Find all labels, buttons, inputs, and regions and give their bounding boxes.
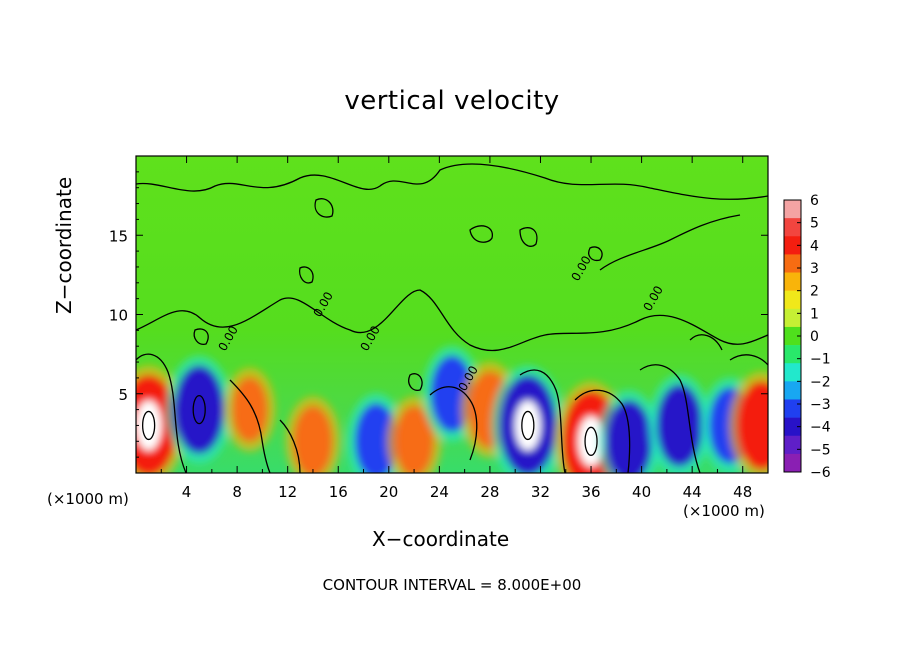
zero-contour-line (136, 163, 768, 200)
feature-core (354, 403, 398, 473)
zero-contour-line (689, 334, 723, 351)
colorbar-tick-label: 5 (810, 216, 819, 232)
y-tick-label: 5 (118, 386, 128, 404)
zero-contour-line (588, 246, 603, 262)
colorbar-tick-label: 3 (810, 261, 819, 277)
colorbar: 6 5 4 3 2 1 0 −1 −2 −3 −4 −5 −6 (783, 193, 831, 481)
feature-core (174, 365, 224, 454)
x-tick-label: 24 (430, 483, 449, 501)
y-tick-label: 10 (109, 307, 128, 325)
feature-core (293, 406, 333, 473)
zero-contour-line (229, 379, 271, 473)
zero-contour-line (408, 373, 423, 391)
colorbar-swatch (784, 417, 801, 437)
contour-interval-note: CONTOUR INTERVAL = 8.000E+00 (322, 576, 582, 594)
colorbar-tick-label: 4 (810, 238, 819, 254)
colorbar-swatch (784, 290, 801, 310)
peak-contour-ring (141, 410, 156, 441)
colorbar-tick-label: 6 (810, 193, 819, 209)
colorbar-swatch (784, 345, 801, 364)
colorbar-swatch (784, 363, 801, 382)
colorbar-tick-label: −5 (810, 442, 831, 458)
peak-contour-ring (521, 410, 535, 441)
colorbar-swatch (784, 272, 801, 291)
colorbar-swatch (784, 218, 801, 237)
colorbar-swatch (784, 381, 801, 400)
x-tick-label: 20 (379, 483, 398, 501)
colorbar-swatch (784, 254, 801, 273)
zero-contour-line (639, 364, 701, 473)
x-tick-label: 32 (531, 483, 550, 501)
x-tick-label: 44 (683, 483, 702, 501)
x-unit-label-right: (×1000 m) (683, 502, 765, 520)
colorbar-tick-label: 1 (810, 306, 819, 322)
zero-contour-line (469, 225, 493, 243)
zero-contour-line (519, 227, 538, 247)
feature-peak (578, 416, 604, 467)
colorbar-tick-label: −6 (810, 465, 831, 481)
feature-peak (515, 400, 541, 451)
peak-contour-ring (192, 394, 206, 425)
zero-contour-line (136, 353, 187, 473)
colorbar-tick-label: −2 (810, 374, 831, 390)
zero-contour-line (429, 386, 478, 461)
x-tick-label: 48 (733, 483, 752, 501)
zero-contour-line (136, 289, 768, 352)
feature-core (736, 381, 768, 470)
zero-contour-line (729, 354, 768, 366)
zero-contour-line (519, 369, 566, 473)
x-unit-label-left: (×1000 m) (47, 490, 129, 508)
colorbar-swatch (784, 308, 801, 328)
colorbar-swatch (784, 200, 801, 219)
zero-contour-line (298, 266, 314, 284)
y-axis-label: Z−coordinate (52, 176, 76, 314)
colorbar-swatch (784, 399, 801, 418)
colorbar-tick-label: 0 (810, 329, 819, 345)
x-tick-label: 36 (581, 483, 600, 501)
zero-contour-line (193, 328, 209, 345)
feature-peak (136, 400, 162, 451)
velocity-field (136, 156, 768, 473)
zero-contour-line (314, 198, 334, 218)
x-tick-label: 4 (182, 483, 192, 501)
x-tick-label: 16 (329, 483, 348, 501)
colorbar-swatch (784, 435, 801, 455)
zero-contour-line (279, 419, 301, 473)
feature-core (394, 406, 434, 473)
x-tick-label: 40 (632, 483, 651, 501)
chart-title: vertical velocity (344, 86, 560, 116)
zero-contour-line (599, 214, 741, 271)
colorbar-swatch (784, 236, 801, 255)
colorbar-tick-label: −3 (810, 397, 831, 413)
colorbar-swatch (784, 453, 801, 473)
y-tick-label: 15 (109, 227, 128, 245)
colorbar-tick-label: 2 (810, 284, 819, 300)
x-axis-label: X−coordinate (372, 527, 510, 551)
zero-contour-line (574, 389, 631, 473)
colorbar-tick-label: −1 (810, 352, 831, 368)
x-tick-label: 28 (480, 483, 499, 501)
colorbar-swatch (784, 326, 801, 346)
peak-contour-ring (584, 426, 598, 456)
x-tick-label: 12 (278, 483, 297, 501)
x-tick-label: 8 (232, 483, 242, 501)
colorbar-tick-label: −4 (810, 420, 831, 436)
feature-core (656, 384, 703, 467)
